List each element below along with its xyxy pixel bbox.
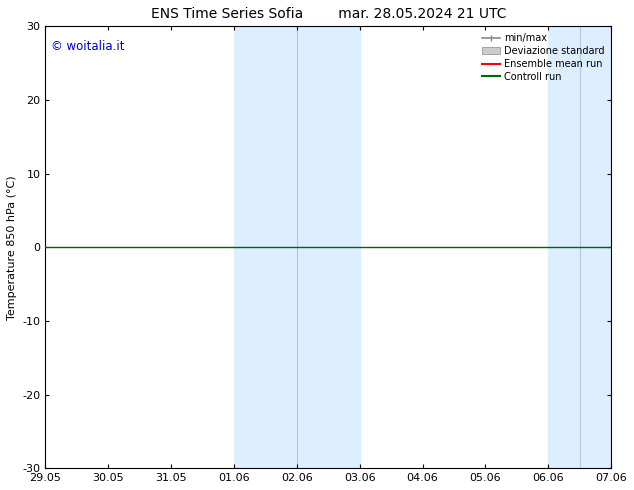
Y-axis label: Temperature 850 hPa (°C): Temperature 850 hPa (°C) [7, 175, 17, 319]
Text: © woitalia.it: © woitalia.it [51, 40, 125, 52]
Legend: min/max, Deviazione standard, Ensemble mean run, Controll run: min/max, Deviazione standard, Ensemble m… [481, 31, 606, 84]
Bar [234, 26, 359, 468]
Title: ENS Time Series Sofia        mar. 28.05.2024 21 UTC: ENS Time Series Sofia mar. 28.05.2024 21… [151, 7, 506, 21]
Bar [548, 26, 611, 468]
